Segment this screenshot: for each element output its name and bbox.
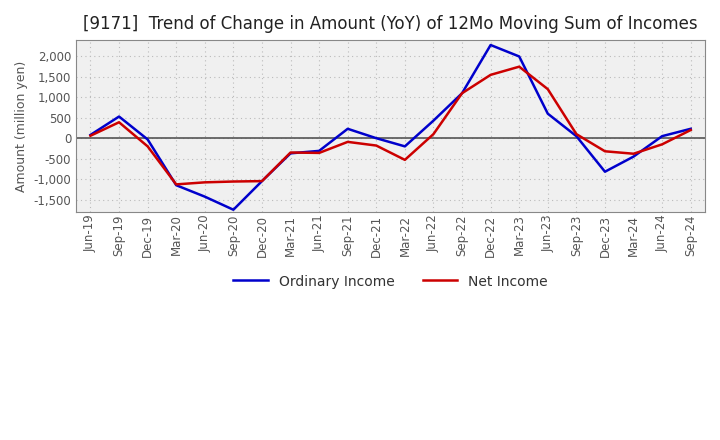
Ordinary Income <box>400 144 409 149</box>
Net Income <box>572 132 581 137</box>
Net Income <box>258 179 266 184</box>
Net Income <box>172 182 181 187</box>
Ordinary Income <box>572 133 581 139</box>
Ordinary Income <box>372 136 381 141</box>
Ordinary Income <box>315 148 323 154</box>
Ordinary Income <box>458 91 467 96</box>
Net Income <box>200 180 209 185</box>
Legend: Ordinary Income, Net Income: Ordinary Income, Net Income <box>228 269 554 294</box>
Ordinary Income <box>258 179 266 184</box>
Y-axis label: Amount (million yen): Amount (million yen) <box>15 60 28 191</box>
Ordinary Income <box>544 111 552 116</box>
Net Income <box>343 139 352 144</box>
Ordinary Income <box>86 132 95 138</box>
Net Income <box>629 151 638 156</box>
Ordinary Income <box>343 126 352 132</box>
Ordinary Income <box>515 54 523 59</box>
Net Income <box>600 149 609 154</box>
Line: Net Income: Net Income <box>91 67 690 184</box>
Net Income <box>372 143 381 148</box>
Net Income <box>229 179 238 184</box>
Net Income <box>544 87 552 92</box>
Ordinary Income <box>429 118 438 123</box>
Ordinary Income <box>200 194 209 199</box>
Ordinary Income <box>143 137 152 142</box>
Line: Ordinary Income: Ordinary Income <box>91 45 690 210</box>
Net Income <box>515 64 523 70</box>
Net Income <box>114 120 123 125</box>
Ordinary Income <box>229 207 238 213</box>
Ordinary Income <box>172 183 181 188</box>
Ordinary Income <box>114 114 123 119</box>
Net Income <box>315 150 323 156</box>
Net Income <box>458 91 467 96</box>
Ordinary Income <box>686 126 695 132</box>
Net Income <box>686 128 695 133</box>
Ordinary Income <box>658 133 667 139</box>
Net Income <box>429 132 438 137</box>
Ordinary Income <box>629 154 638 159</box>
Net Income <box>400 157 409 162</box>
Net Income <box>143 144 152 149</box>
Net Income <box>658 142 667 147</box>
Net Income <box>287 150 295 155</box>
Net Income <box>486 72 495 77</box>
Title: [9171]  Trend of Change in Amount (YoY) of 12Mo Moving Sum of Incomes: [9171] Trend of Change in Amount (YoY) o… <box>84 15 698 33</box>
Ordinary Income <box>600 169 609 174</box>
Net Income <box>86 133 95 139</box>
Ordinary Income <box>287 150 295 156</box>
Ordinary Income <box>486 42 495 48</box>
